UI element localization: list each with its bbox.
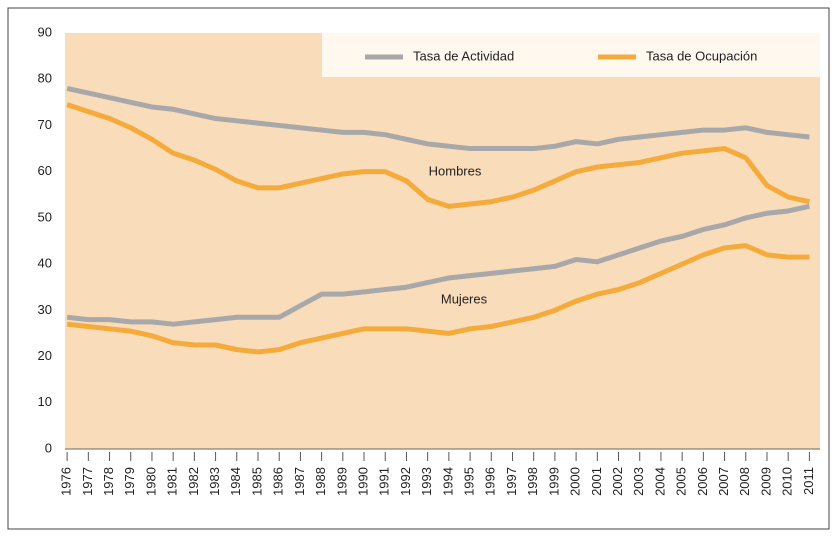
x-tick-label: 1986: [271, 467, 286, 496]
x-tick-label: 2004: [652, 467, 667, 496]
x-tick-label: 1985: [249, 467, 264, 496]
x-tick-label: 1998: [525, 467, 540, 496]
y-tick-label: 80: [38, 71, 52, 86]
x-tick-label: 1990: [355, 467, 370, 496]
x-tick-label: 1994: [440, 467, 455, 496]
x-tick-label: 1981: [165, 467, 180, 496]
y-tick-label: 30: [38, 302, 52, 317]
y-tick-label: 20: [38, 348, 52, 363]
x-tick-label: 1984: [228, 467, 243, 496]
legend-label: Tasa de Actividad: [413, 48, 514, 63]
y-tick-label: 90: [38, 24, 52, 39]
x-tick-label: 2007: [716, 467, 731, 496]
x-tick-label: 2000: [568, 467, 583, 496]
y-tick-label: 40: [38, 256, 52, 271]
plot-area: [65, 33, 820, 449]
series-line: [66, 102, 810, 209]
x-tick-label: 1979: [122, 467, 137, 496]
annotation: Hombres: [429, 163, 482, 178]
x-tick-label: 2005: [674, 467, 689, 496]
y-tick-label: 50: [38, 209, 52, 224]
x-tick-label: 1980: [143, 467, 158, 496]
x-tick-label: 1983: [207, 467, 222, 496]
x-tick-label: 1976: [59, 467, 74, 496]
x-tick-label: 1988: [313, 467, 328, 496]
series-line: [66, 243, 810, 355]
series-line: [66, 203, 810, 327]
y-tick-label: 0: [45, 440, 52, 455]
annotation: Mujeres: [441, 291, 488, 306]
x-tick-label: 1997: [504, 467, 519, 496]
x-tick-label: 1977: [80, 467, 95, 496]
x-tick-label: 1987: [292, 467, 307, 496]
x-tick-label: 1993: [419, 467, 434, 496]
x-tick-label: 1996: [483, 467, 498, 496]
y-tick-label: 10: [38, 394, 52, 409]
x-tick-label: 2003: [631, 467, 646, 496]
legend-box: [322, 33, 820, 77]
x-tick-label: 1989: [334, 467, 349, 496]
x-tick-label: 1991: [377, 467, 392, 496]
x-tick-label: 2008: [737, 467, 752, 496]
x-tick-label: 2010: [780, 467, 795, 496]
series-line: [66, 86, 810, 152]
x-tick-label: 2002: [610, 467, 625, 496]
legend-label: Tasa de Ocupación: [646, 48, 757, 63]
x-tick-label: 1995: [462, 467, 477, 496]
y-tick-label: 60: [38, 163, 52, 178]
x-tick-label: 1982: [186, 467, 201, 496]
x-tick-label: 2009: [758, 467, 773, 496]
x-tick-label: 1978: [101, 467, 116, 496]
x-tick-label: 2001: [589, 467, 604, 496]
x-tick-label: 1999: [546, 467, 561, 496]
x-tick-label: 2011: [801, 467, 816, 495]
x-tick-label: 2006: [695, 467, 710, 496]
x-tick-label: 1992: [398, 467, 413, 496]
y-tick-label: 70: [38, 117, 52, 132]
